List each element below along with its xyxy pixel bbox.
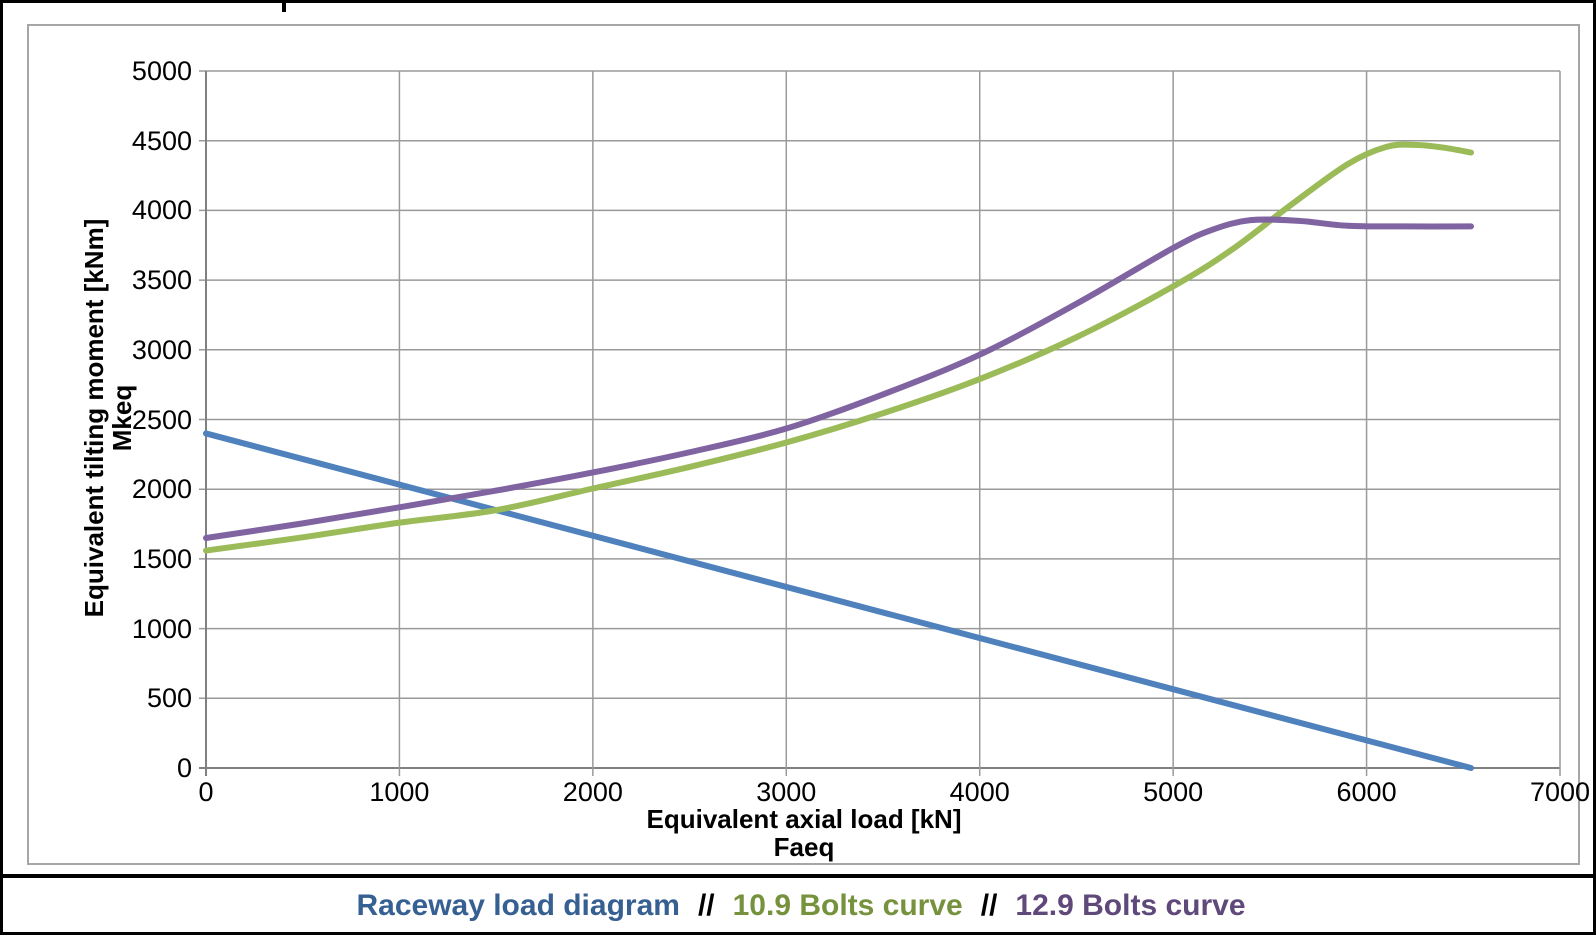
chart-legend: Raceway load diagram // 10.9 Bolts curve //… bbox=[3, 880, 1593, 932]
legend-item: 10.9 Bolts curve bbox=[732, 889, 963, 922]
y-tick-label: 2000 bbox=[131, 474, 192, 505]
legend-separator: // bbox=[697, 889, 715, 922]
x-axis-title-line2: Faeq bbox=[773, 832, 835, 862]
y-tick-label: 1500 bbox=[131, 543, 192, 574]
y-axis-tick-labels: 0 500 1000 1500 2000 2500 3000 3500 4000 4500 5000 bbox=[84, 56, 192, 783]
legend-item: Raceway load diagram bbox=[356, 889, 680, 922]
y-tick-label: 500 bbox=[146, 683, 192, 714]
x-axis-title: Equivalent axial load [kN] Faeq bbox=[404, 805, 1204, 861]
series-line-1 bbox=[203, 430, 1475, 771]
legend-divider-line bbox=[3, 874, 1593, 878]
top-cell-divider bbox=[282, 3, 286, 12]
chart-area: Equivalent tilting moment [kNm] Mkeq 0 50… bbox=[27, 24, 1590, 865]
chart-svg bbox=[199, 70, 1561, 776]
y-tick-label: 3500 bbox=[131, 265, 192, 296]
plot-area bbox=[199, 70, 1561, 776]
x-tick-label: 7000 bbox=[1529, 777, 1591, 807]
x-tick-label: 6000 bbox=[1336, 777, 1397, 807]
x-axis-tick-labels: 0 1000 2000 3000 4000 5000 6000 7000 bbox=[198, 777, 1590, 809]
x-tick-label: 5000 bbox=[1143, 777, 1204, 807]
y-tick-label: 4500 bbox=[131, 125, 192, 156]
y-tick-label: 3000 bbox=[131, 334, 192, 365]
y-tick-label: 4000 bbox=[131, 195, 192, 226]
y-tick-label: 0 bbox=[176, 753, 192, 783]
x-tick-label: 3000 bbox=[756, 777, 817, 807]
x-tick-label: 1000 bbox=[369, 777, 430, 807]
x-tick-label: 0 bbox=[198, 777, 214, 807]
x-tick-label: 2000 bbox=[562, 777, 623, 807]
series-line-2 bbox=[203, 141, 1475, 554]
series-line-3 bbox=[203, 216, 1475, 541]
x-tick-label: 4000 bbox=[949, 777, 1010, 807]
legend-item: 12.9 Bolts curve bbox=[1015, 889, 1246, 922]
y-tick-label: 1000 bbox=[131, 613, 192, 644]
legend-separator: // bbox=[980, 889, 998, 922]
x-axis-title-line1: Equivalent axial load [kN] bbox=[646, 804, 962, 834]
y-tick-label: 2500 bbox=[131, 404, 192, 435]
y-tick-label: 5000 bbox=[131, 56, 192, 86]
